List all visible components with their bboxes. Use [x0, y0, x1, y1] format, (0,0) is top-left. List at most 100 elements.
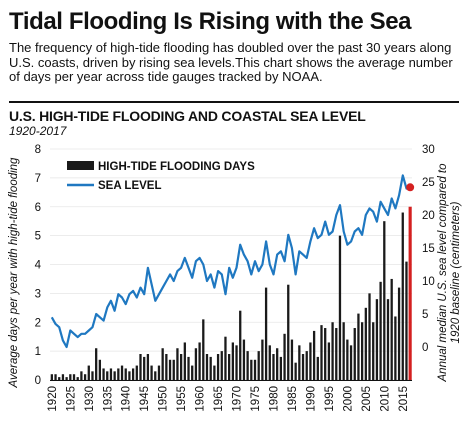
x-tick-label: 1990 [305, 386, 317, 412]
bar [124, 368, 127, 380]
bar [98, 359, 102, 380]
x-tick-label: 2005 [361, 386, 373, 412]
x-tick-label: 1925 [65, 386, 77, 412]
y-right-axis-label: Annual median U.S. sea level compared to [437, 163, 449, 383]
bar [131, 368, 135, 380]
bar [312, 330, 316, 380]
bar [338, 235, 342, 380]
bar [301, 354, 305, 380]
bar [165, 354, 168, 380]
bar [349, 345, 353, 380]
bar [209, 356, 212, 380]
y-right-tick-label: 20 [422, 210, 435, 222]
bar [143, 356, 146, 380]
bar [150, 365, 153, 380]
bar [276, 348, 279, 380]
bar [183, 342, 186, 380]
highlight-dot-2017 [406, 183, 415, 192]
bar [287, 284, 290, 380]
bar [372, 322, 375, 380]
y-right-axis-label-line2: 1920 baseline (centimeters) [450, 201, 462, 343]
bar [379, 281, 382, 380]
bar [106, 371, 109, 380]
bar [202, 319, 205, 380]
y-right-tick-label: 30 [422, 144, 435, 156]
bar [386, 299, 390, 380]
bar [95, 348, 98, 380]
y-right-tick-label: 0 [422, 342, 428, 354]
x-tick-label: 1930 [84, 386, 96, 412]
x-tick-label: 1920 [47, 386, 59, 412]
bar [335, 328, 338, 380]
sea-level-line [50, 174, 411, 349]
bar [179, 354, 183, 380]
bar [65, 377, 68, 380]
x-tick-label: 2010 [379, 386, 391, 412]
y-left-tick-label: 8 [35, 144, 41, 156]
bar [242, 339, 246, 380]
y-left-tick-label: 6 [35, 202, 41, 214]
bar [69, 374, 72, 380]
x-tick-label: 1940 [121, 386, 133, 412]
bar [324, 328, 327, 380]
chart-subtitle: 1920-2017 [9, 124, 67, 138]
y-right-tick-label: 5 [422, 309, 428, 321]
bar [253, 359, 257, 380]
bar [216, 354, 220, 380]
bar [283, 333, 286, 380]
x-tick-label: 2015 [398, 386, 410, 412]
bar [261, 339, 264, 380]
y-left-tick-label: 5 [35, 231, 41, 243]
bar [87, 365, 90, 380]
bar [102, 368, 105, 380]
bar [120, 365, 124, 380]
bar [161, 348, 164, 380]
bar [224, 336, 227, 380]
bars-series [50, 212, 408, 380]
legend-bars-label: HIGH-TIDE FLOODING DAYS [98, 161, 255, 173]
x-tick-label: 1970 [232, 386, 244, 412]
bar [168, 359, 172, 380]
x-tick-label: 2000 [342, 386, 354, 412]
section-divider [9, 101, 459, 103]
bar [327, 342, 331, 380]
bar [54, 374, 57, 380]
bar [394, 316, 397, 380]
x-tick-label: 1935 [102, 386, 114, 412]
bar [279, 356, 283, 380]
bar [368, 293, 371, 380]
bar [268, 345, 271, 380]
bar [76, 377, 79, 380]
bar [58, 377, 61, 380]
y-left-tick-label: 1 [35, 346, 41, 358]
y-left-axis: 0 1 2 3 4 5 6 7 8 [35, 144, 42, 387]
bar [298, 345, 301, 380]
y-left-tick-label: 0 [35, 375, 41, 387]
y-left-axis-label: Average days per year with high-tide flo… [8, 157, 20, 389]
bar [364, 307, 367, 380]
description: The frequency of high-tide flooding has … [9, 40, 453, 84]
bar [113, 371, 116, 380]
bar [246, 351, 249, 380]
bar [290, 339, 294, 380]
bar [157, 365, 161, 380]
bar [146, 354, 150, 380]
bar [257, 351, 260, 380]
y-left-tick-label: 3 [35, 288, 41, 300]
bar [139, 354, 142, 380]
bar [346, 339, 349, 380]
y-right-axis: 0 5 10 15 20 25 30 [422, 144, 435, 354]
bar [383, 221, 386, 380]
x-tick-label: 1950 [158, 386, 170, 412]
bar [187, 356, 190, 380]
y-left-tick-label: 4 [35, 260, 42, 272]
bar [135, 365, 138, 380]
bar [91, 371, 94, 380]
bar [176, 348, 179, 380]
bar [117, 368, 120, 380]
bar [172, 359, 175, 380]
bar [264, 287, 268, 380]
bar [360, 322, 364, 380]
headline: Tidal Flooding Is Rising with the Sea [9, 8, 412, 35]
x-tick-label: 1955 [176, 386, 188, 412]
